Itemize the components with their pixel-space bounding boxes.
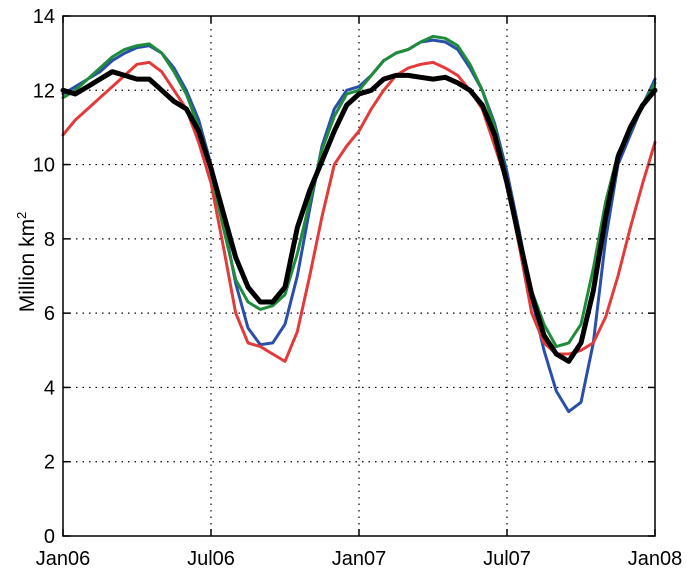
axis-ticks: [62, 15, 656, 537]
y-tick-label: 6: [44, 303, 55, 325]
series-lines: [60, 34, 658, 414]
y-axis-label-text: Million km: [16, 219, 39, 312]
y-axis-label-superscript: 2: [14, 212, 29, 219]
y-tick-label: 4: [44, 377, 55, 399]
y-axis-label: Million km2: [14, 212, 39, 313]
x-tick-label: Jan06: [36, 548, 91, 570]
y-tick-label: 2: [44, 452, 55, 474]
x-tick-labels: Jan06 Jul06 Jan07 Jul07 Jan08: [36, 548, 683, 570]
x-tick-label: Jan08: [628, 548, 683, 570]
y-tick-label: 0: [44, 526, 55, 548]
y-tick-label: 14: [33, 6, 55, 28]
y-tick-label: 12: [33, 80, 55, 102]
x-tick-label: Jul06: [187, 548, 235, 570]
x-tick-label: Jan07: [332, 548, 387, 570]
y-tick-label: 8: [44, 229, 55, 251]
x-tick-label: Jul07: [483, 548, 531, 570]
series-line-4: [60, 69, 658, 364]
series-line-3: [61, 34, 657, 349]
y-tick-labels: 0 2 4 6 8 10 12 14: [33, 6, 55, 548]
y-tick-label: 10: [33, 155, 55, 177]
